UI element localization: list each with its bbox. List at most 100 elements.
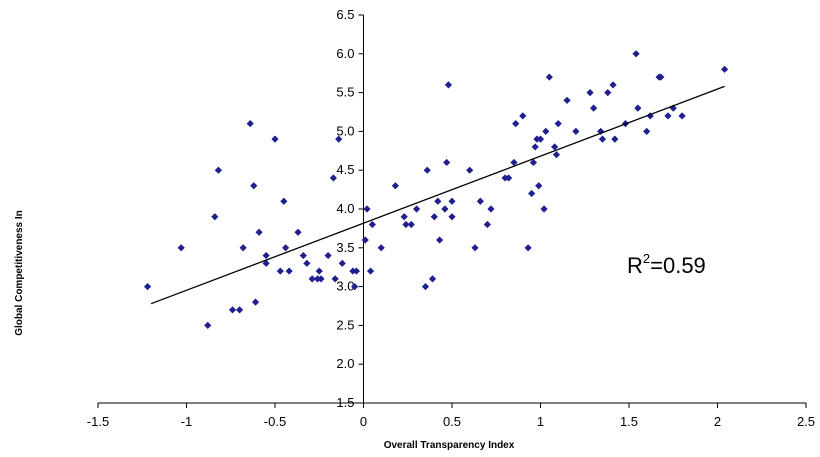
data-point [377, 244, 385, 252]
data-point [657, 73, 665, 81]
data-point [563, 96, 571, 104]
data-point [351, 283, 359, 291]
data-point [531, 143, 539, 151]
data-point [303, 259, 311, 267]
data-point [400, 213, 408, 221]
r-squared-superscript: 2 [643, 251, 650, 266]
data-point [276, 267, 284, 275]
data-point [294, 228, 302, 236]
data-point [363, 205, 371, 213]
data-point [476, 197, 484, 205]
data-point [512, 120, 520, 128]
y-tick-label: 4.5 [336, 162, 354, 177]
y-tick-label: 1.5 [336, 395, 354, 410]
data-point [529, 158, 538, 167]
x-tick-label: 2.5 [797, 414, 815, 429]
data-point [598, 135, 607, 143]
data-point [211, 213, 219, 221]
r-squared-value: =0.59 [650, 253, 706, 278]
data-point [282, 244, 290, 252]
data-point [542, 127, 550, 135]
x-axis-title: Overall Transparency Index [384, 440, 515, 451]
data-point [361, 236, 369, 244]
data-point [204, 321, 212, 329]
data-point [604, 89, 612, 97]
data-point [535, 182, 543, 190]
data-point [315, 267, 323, 275]
x-tick-label: 0 [360, 414, 367, 429]
y-tick-label: 3.5 [336, 240, 354, 255]
data-point [352, 267, 361, 275]
data-point [262, 251, 270, 260]
r-squared-annotation: R2=0.59 [627, 251, 706, 278]
x-tick-label: 1.5 [620, 414, 638, 429]
data-point [590, 104, 598, 112]
data-point [646, 112, 654, 120]
data-point [678, 112, 686, 120]
data-point [143, 283, 152, 291]
axes [98, 15, 806, 404]
data-point [335, 135, 343, 143]
x-axis-ticks: -1.5 -1 -0.5 0 0.5 1 1.5 2 2.5 [87, 403, 815, 429]
y-tick-label: 6.0 [336, 46, 354, 61]
data-point [634, 104, 642, 112]
data-point [528, 189, 536, 198]
data-point [324, 251, 332, 260]
y-tick-label: 6.5 [336, 7, 354, 22]
data-point [471, 244, 479, 252]
data-points [143, 50, 729, 329]
data-point [391, 182, 399, 190]
data-point [609, 81, 617, 89]
data-point [466, 166, 474, 174]
data-point [554, 120, 562, 128]
data-point [251, 298, 260, 306]
x-tick-label: -0.5 [264, 414, 286, 429]
data-point [572, 127, 580, 135]
x-tick-label: 2 [714, 414, 721, 429]
data-point [444, 81, 453, 89]
y-axis-ticks: 1.5 2.0 2.5 3.0 3.5 4.0 4.5 5.0 5.5 6.0 6.5 [336, 7, 364, 410]
data-point [524, 244, 532, 252]
y-tick-label: 2.0 [336, 356, 354, 371]
data-point [413, 205, 421, 213]
data-point [536, 135, 545, 143]
data-point [214, 166, 222, 174]
data-point [421, 283, 430, 291]
data-point [448, 197, 456, 205]
data-point [280, 197, 288, 205]
data-point [441, 205, 449, 213]
data-point [423, 166, 431, 174]
y-tick-label: 5.0 [336, 123, 354, 138]
data-point [271, 135, 279, 143]
data-point [285, 267, 293, 275]
data-point [720, 65, 729, 73]
data-point [338, 259, 346, 267]
y-tick-label: 4.0 [336, 201, 354, 216]
data-point [545, 73, 553, 81]
data-point [366, 267, 375, 275]
data-point [308, 275, 316, 283]
y-axis-title: Global Competitiveness In [14, 210, 25, 336]
data-point [643, 127, 651, 135]
data-point [540, 205, 548, 213]
x-tick-label: -1.5 [87, 414, 109, 429]
data-point [551, 143, 559, 151]
data-point [487, 205, 495, 213]
x-tick-label: 1 [537, 414, 544, 429]
y-tick-label: 5.5 [336, 85, 354, 100]
y-tick-label: 2.5 [336, 317, 354, 332]
data-point [402, 220, 410, 229]
data-point [430, 213, 438, 221]
data-point [505, 174, 513, 182]
x-tick-label: -1 [181, 414, 193, 429]
data-point [246, 120, 254, 128]
data-point [436, 236, 444, 244]
data-point [236, 306, 244, 314]
data-point [428, 275, 437, 283]
data-point [448, 213, 456, 221]
data-point [510, 158, 518, 167]
data-point [317, 275, 325, 283]
data-point [228, 306, 237, 314]
data-point [255, 228, 263, 236]
